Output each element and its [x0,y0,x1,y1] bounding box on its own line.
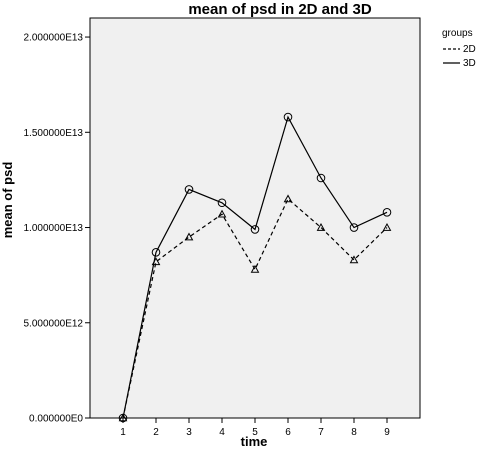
legend-label-2d: 2D [463,44,476,55]
data-point-3d [118,413,128,423]
series-line-3d [122,115,388,419]
y-tick-label: 0.000000E0 [29,414,83,425]
x-tick-label: 5 [252,427,258,438]
data-point-2d [316,222,326,231]
x-tick-label: 9 [384,427,390,438]
data-point-2d [283,194,293,203]
x-tick-label: 3 [186,427,192,438]
x-tick-label: 7 [318,427,324,438]
legend-title: groups [442,28,473,39]
data-point-3d [382,207,392,217]
data-point-3d [250,225,260,234]
series-line-2d [122,197,388,419]
x-tick-label: 4 [219,427,225,438]
y-tick-label: 2.000000E13 [23,33,83,44]
x-tick-label: 2 [153,427,159,438]
data-point-2d [118,413,128,422]
data-point-3d [283,112,293,122]
data-point-2d [217,209,227,218]
data-point-3d [316,173,326,183]
data-point-2d [349,255,359,264]
x-tick-label: 1 [120,427,126,438]
data-point-2d [184,232,194,241]
y-axis: 0.000000E0 5.000000E12 1.000000E13 1.500000… [23,33,90,425]
x-tick-label: 6 [285,427,291,438]
y-tick-label: 5.000000E12 [23,318,83,329]
data-point-3d [349,223,359,232]
y-tick-label: 1.500000E13 [23,128,83,139]
data-point-3d [184,185,194,194]
data-point-2d [250,264,260,273]
series-layer [118,112,392,423]
plot-area [89,17,421,419]
y-axis-label: mean of psd [0,162,15,239]
chart-title: mean of psd in 2D and 3D [188,1,372,18]
y-tick-label: 1.000000E13 [23,223,83,234]
data-point-3d [217,198,227,208]
x-axis: 1 2 3 4 5 6 7 8 9 [120,418,390,438]
x-tick-label: 8 [351,427,357,438]
legend-label-3d: 3D [463,58,476,69]
x-axis-label: time [241,434,268,449]
data-point-3d [151,247,161,257]
data-point-2d [382,222,392,231]
